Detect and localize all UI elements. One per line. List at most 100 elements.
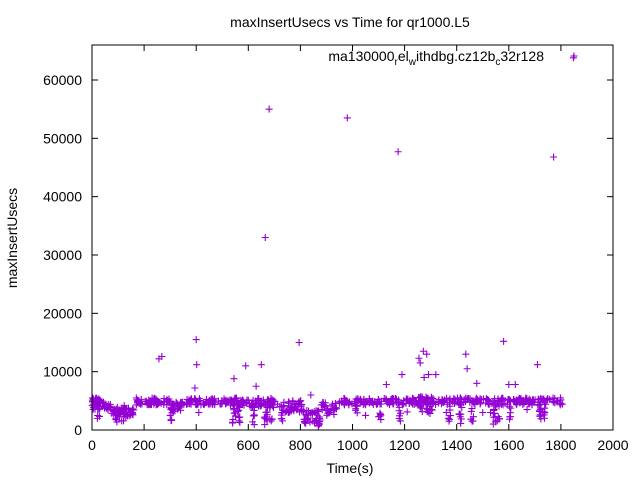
data-point: [483, 396, 491, 404]
data-point: [505, 395, 513, 403]
data-point: [382, 381, 390, 388]
data-point: [249, 403, 257, 411]
data-point: [394, 148, 402, 156]
legend-marker: [570, 52, 578, 60]
plot-frame: [91, 44, 614, 431]
data-point: [533, 361, 541, 369]
data-point: [192, 401, 200, 409]
data-point: [463, 365, 471, 373]
data-point: [487, 409, 495, 416]
data-point: [489, 420, 497, 428]
x-tick-label: 1200: [389, 437, 420, 453]
data-point: [304, 414, 312, 422]
data-point: [479, 409, 487, 416]
y-tick-label: 40000: [43, 189, 82, 205]
data-point: [250, 421, 258, 429]
data-point: [550, 153, 558, 161]
data-point: [108, 409, 116, 417]
data-point: [294, 399, 302, 407]
data-point: [473, 379, 481, 387]
data-point: [382, 397, 390, 405]
data-point: [456, 400, 464, 408]
data-point: [300, 418, 308, 426]
data-point: [303, 406, 311, 414]
legend-label-subscript: r: [395, 57, 399, 68]
data-point: [395, 403, 403, 411]
data-point: [242, 362, 250, 370]
data-point: [511, 397, 519, 405]
data-point: [495, 401, 503, 409]
data-point: [446, 402, 454, 410]
data-point: [295, 339, 303, 346]
data-point: [415, 354, 423, 362]
data-point: [321, 402, 329, 410]
data-point: [96, 403, 104, 411]
data-point: [438, 396, 446, 404]
data-point: [332, 405, 340, 413]
data-point: [167, 406, 175, 414]
data-point: [166, 411, 174, 419]
x-tick-label: 400: [185, 437, 209, 453]
data-point: [278, 409, 286, 416]
data-point: [113, 403, 121, 411]
data-point: [470, 399, 478, 407]
data-point: [376, 409, 384, 417]
chart-title: maxInsertUsecs vs Time for qr1000.L5: [230, 14, 470, 30]
data-point: [540, 397, 548, 405]
data-point: [537, 394, 545, 402]
data-point: [153, 400, 161, 408]
data-point: [398, 400, 406, 408]
data-point: [424, 394, 432, 402]
data-point: [291, 403, 299, 411]
data-point: [150, 394, 158, 402]
data-point: [365, 396, 373, 404]
y-tick-label: 0: [74, 422, 82, 438]
data-point: [390, 399, 398, 407]
data-point: [248, 402, 256, 410]
data-point: [523, 395, 531, 403]
data-point: [190, 395, 198, 403]
data-point: [134, 396, 142, 404]
data-point: [518, 397, 526, 405]
data-point: [374, 398, 382, 406]
data-point: [468, 417, 476, 425]
data-point: [230, 375, 238, 383]
data-point: [428, 395, 436, 403]
data-point: [416, 403, 424, 411]
data-point: [266, 415, 274, 423]
data-point: [394, 398, 402, 406]
data-point: [343, 114, 351, 122]
axis-ticks: 0 200 400 600 800 1000 1200 1400 1600 1800 2000010…: [43, 45, 629, 453]
data-point: [506, 415, 514, 423]
data-point: [403, 396, 411, 404]
data-point: [259, 396, 267, 404]
data-point: [359, 401, 367, 409]
data-point: [318, 406, 326, 414]
legend-label-segment: ithdbg.cz12b: [416, 48, 496, 64]
data-point: [351, 402, 359, 410]
data-point: [512, 399, 520, 407]
data-point: [306, 418, 314, 426]
x-tick-label: 1600: [493, 437, 524, 453]
data-point: [432, 371, 440, 379]
data-point: [169, 400, 177, 408]
data-point: [257, 361, 265, 369]
data-point: [235, 406, 243, 414]
data-point: [195, 409, 203, 416]
legend-plus-icon: [570, 52, 578, 60]
data-point: [426, 402, 434, 410]
x-tick-label: 1400: [441, 437, 472, 453]
data-point: [408, 395, 416, 403]
data-point: [505, 403, 513, 411]
data-point: [95, 396, 103, 404]
data-point: [467, 407, 475, 415]
data-point: [442, 409, 450, 416]
data-point: [208, 395, 216, 403]
data-point: [127, 409, 135, 416]
data-point: [90, 400, 98, 408]
data-point: [499, 395, 507, 403]
data-point: [99, 398, 107, 406]
data-points: [88, 54, 577, 430]
data-point: [352, 401, 360, 409]
data-point: [315, 420, 323, 428]
